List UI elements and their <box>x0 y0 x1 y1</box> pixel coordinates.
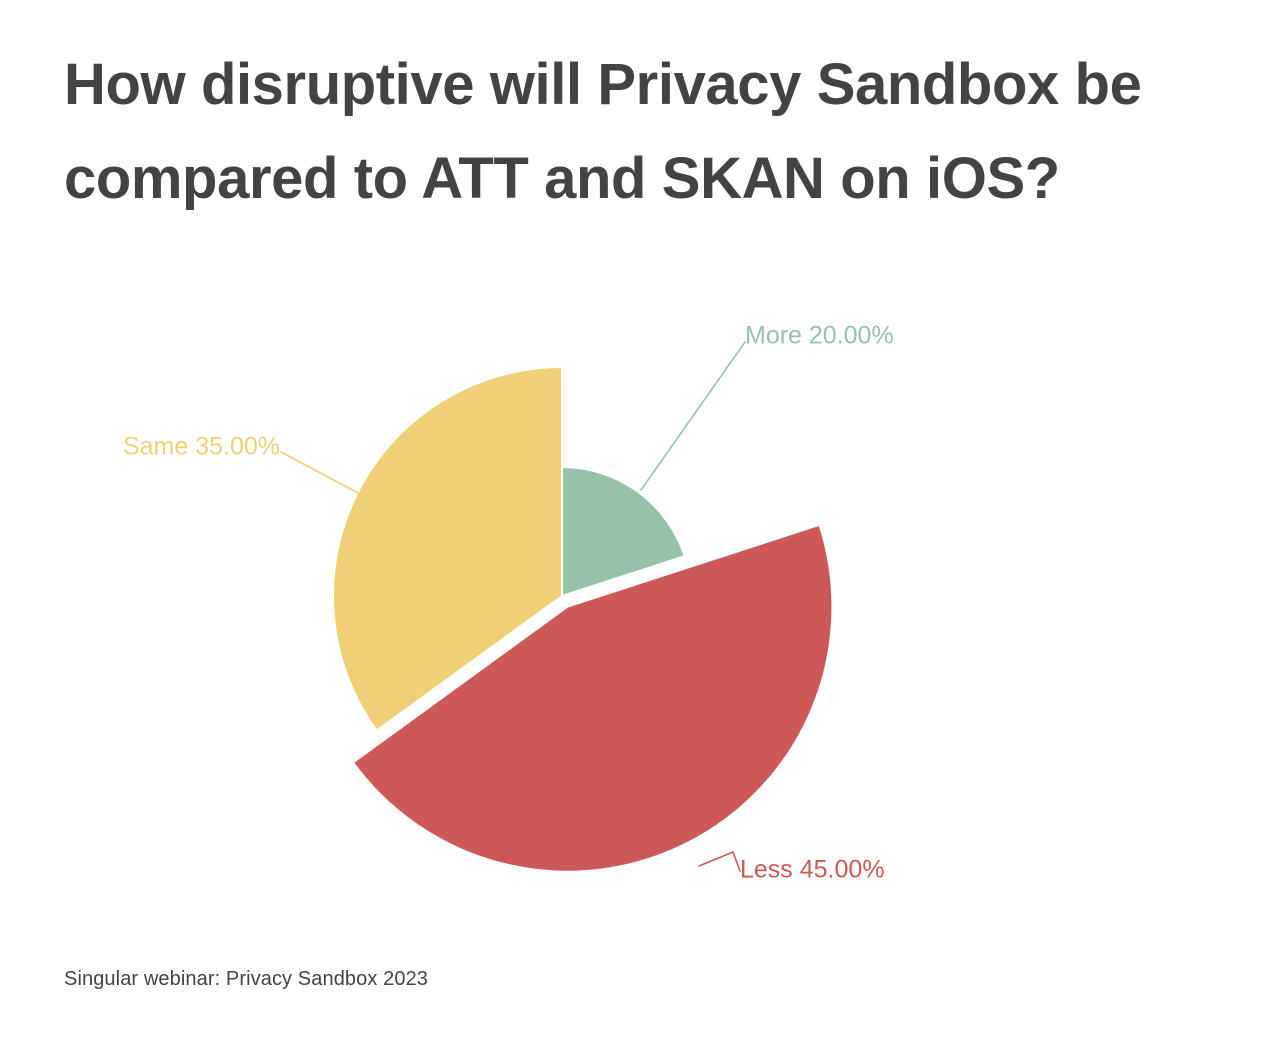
source-note: Singular webinar: Privacy Sandbox 2023 <box>64 968 429 990</box>
pie-label-more: More 20.00% <box>745 322 894 350</box>
footer-block: Singular webinar: Privacy Sandbox 2023 <box>64 968 964 991</box>
pie-chart-svg: More 20.00% Less 45.00% Same 35.00% <box>123 322 894 884</box>
pie-slice-more[interactable] <box>561 466 686 597</box>
title-block: How disruptive will Privacy Sandbox be c… <box>64 38 1224 226</box>
pie-slices-group <box>332 366 834 873</box>
page-title: How disruptive will Privacy Sandbox be c… <box>64 52 1142 211</box>
pie-slice-same[interactable] <box>332 366 563 732</box>
pie-leader-lines-group <box>280 341 746 872</box>
leader-line-more <box>640 341 746 491</box>
pie-slice-less[interactable] <box>352 523 834 873</box>
pie-slice-labels-group: More 20.00% Less 45.00% Same 35.00% <box>123 322 894 884</box>
leader-line-same <box>280 451 359 494</box>
pie-chart-area: More 20.00% Less 45.00% Same 35.00% <box>0 230 1282 930</box>
pie-label-same: Same 35.00% <box>123 433 280 461</box>
pie-label-less: Less 45.00% <box>740 856 885 884</box>
leader-line-less <box>698 851 741 872</box>
